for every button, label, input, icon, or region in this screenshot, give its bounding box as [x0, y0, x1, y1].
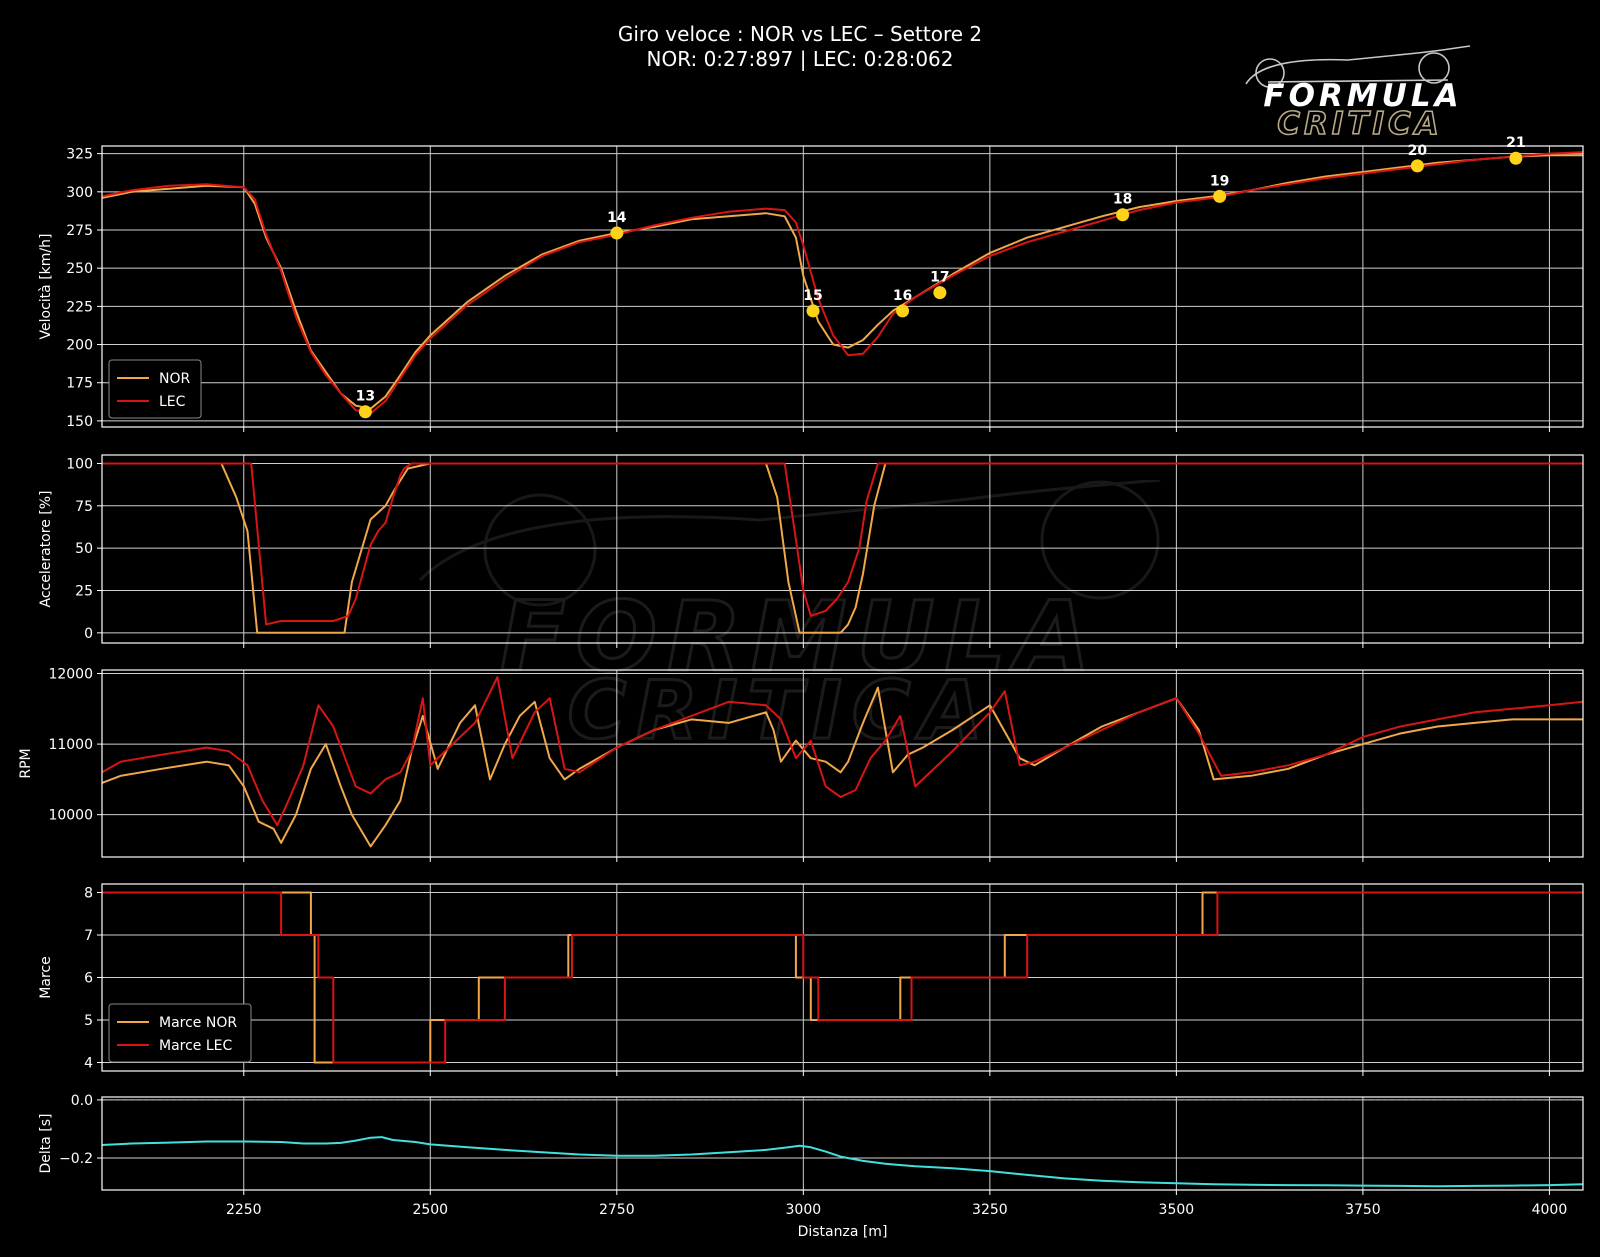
- corner-marker: [806, 304, 820, 318]
- series-line-nor: [101, 154, 1583, 410]
- watermark-logo: FORMULA CRITICA: [418, 480, 1161, 740]
- y-tick-label: 11000: [48, 737, 93, 753]
- legend-label: NOR: [159, 371, 190, 387]
- y-axis-label: Marce: [38, 956, 54, 998]
- corner-marker: [358, 405, 372, 419]
- x-tick-label: 3250: [972, 1202, 1008, 1218]
- legend-box: [108, 1003, 252, 1063]
- y-tick-label: 100: [66, 456, 93, 472]
- watermark-text-line2: CRITICA: [567, 664, 992, 740]
- corner-marker: [1509, 151, 1523, 165]
- legend-label: Marce NOR: [159, 1015, 237, 1031]
- panel-5: [97, 1096, 1584, 1195]
- chart-title-line2: NOR: 0:27:897 | LEC: 0:28:062: [646, 47, 954, 71]
- y-tick-label: 6: [84, 971, 93, 987]
- y-axis-label: Acceleratore [%]: [38, 491, 54, 608]
- y-tick-label: 175: [66, 376, 93, 392]
- panel-3: [97, 669, 1584, 862]
- x-tick-label: 2500: [412, 1202, 448, 1218]
- y-tick-label: 5: [84, 1013, 93, 1029]
- y-tick-label: 7: [84, 928, 93, 944]
- series-line-marce-lec: [102, 891, 1583, 1064]
- corner-marker: [896, 304, 910, 318]
- corner-label: 19: [1210, 173, 1229, 189]
- y-tick-label: 4: [84, 1056, 93, 1072]
- series-line-lec: [101, 151, 1584, 415]
- legend-label: Marce LEC: [159, 1038, 233, 1054]
- y-tick-label: 225: [66, 299, 93, 315]
- panel-frame: [101, 669, 1584, 858]
- corner-label: 14: [607, 210, 627, 226]
- y-tick-label: 325: [66, 147, 93, 163]
- legend-box: [108, 359, 202, 419]
- x-tick-label: 2750: [599, 1202, 635, 1218]
- x-tick-label: 3750: [1345, 1202, 1381, 1218]
- y-tick-label: 12000: [48, 667, 93, 683]
- y-tick-label: 250: [66, 261, 93, 277]
- y-tick-label: 200: [66, 338, 93, 354]
- y-tick-label: 0.0: [71, 1093, 93, 1109]
- legend: Marce NOR Marce LEC: [108, 1003, 252, 1063]
- x-tick-label: 3000: [786, 1202, 822, 1218]
- corner-marker: [933, 286, 947, 300]
- y-tick-label: 150: [66, 414, 93, 430]
- legend-label: LEC: [159, 394, 186, 410]
- legend: NOR LEC: [108, 359, 202, 419]
- panel-2: [97, 454, 1584, 648]
- logo-text-line2: CRITICA: [1277, 106, 1443, 140]
- panel-frame: [101, 454, 1584, 644]
- corner-label: 17: [930, 270, 949, 286]
- panel-4: Marce NOR Marce LEC: [97, 883, 1584, 1076]
- y-tick-label: 300: [66, 185, 93, 201]
- x-tick-label: 4000: [1532, 1202, 1568, 1218]
- x-tick-label: 2250: [226, 1202, 262, 1218]
- x-axis-label: Distanza [m]: [798, 1224, 888, 1240]
- panel-frame: [101, 145, 1584, 428]
- corner-label: 21: [1506, 135, 1525, 151]
- formula-critica-logo: FORMULA CRITICA: [1245, 45, 1471, 140]
- y-tick-label: 50: [75, 541, 93, 557]
- chart-title: Giro veloce : NOR vs LEC – Settore 2 NOR…: [0, 22, 1600, 72]
- logo-text-line1: FORMULA: [1263, 78, 1462, 114]
- y-axis-label: Delta [s]: [38, 1113, 54, 1173]
- y-tick-label: −0.2: [59, 1151, 93, 1167]
- corner-marker: [1116, 208, 1130, 222]
- corner-label: 20: [1408, 143, 1428, 159]
- chart-title-line1: Giro veloce : NOR vs LEC – Settore 2: [617, 22, 983, 46]
- series-line-delta: [101, 1136, 1584, 1188]
- y-tick-label: 0: [84, 626, 93, 642]
- corner-label: 15: [803, 288, 822, 304]
- corner-label: 13: [356, 389, 375, 405]
- corner-marker: [610, 226, 624, 240]
- y-tick-label: 75: [75, 499, 93, 515]
- series-line-lec: [101, 676, 1584, 827]
- y-axis-label: Velocità [km/h]: [38, 234, 54, 340]
- panel-frame: [101, 1096, 1584, 1191]
- y-tick-label: 10000: [48, 808, 93, 824]
- corner-marker: [1213, 189, 1227, 203]
- series-line-lec: [102, 462, 1583, 626]
- corner-marker: [1410, 159, 1424, 173]
- y-tick-label: 25: [75, 583, 93, 599]
- y-tick-label: 275: [66, 223, 93, 239]
- corner-label: 18: [1113, 192, 1132, 208]
- car-silhouette-icon: [1245, 45, 1471, 88]
- y-axis-label: RPM: [18, 748, 34, 778]
- corner-label: 16: [893, 288, 912, 304]
- panel-1: NOR LEC: [97, 145, 1584, 432]
- x-tick-label: 3500: [1159, 1202, 1195, 1218]
- series-line-nor: [101, 686, 1583, 848]
- watermark-text-line1: FORMULA: [500, 581, 1100, 693]
- y-tick-label: 8: [84, 886, 93, 902]
